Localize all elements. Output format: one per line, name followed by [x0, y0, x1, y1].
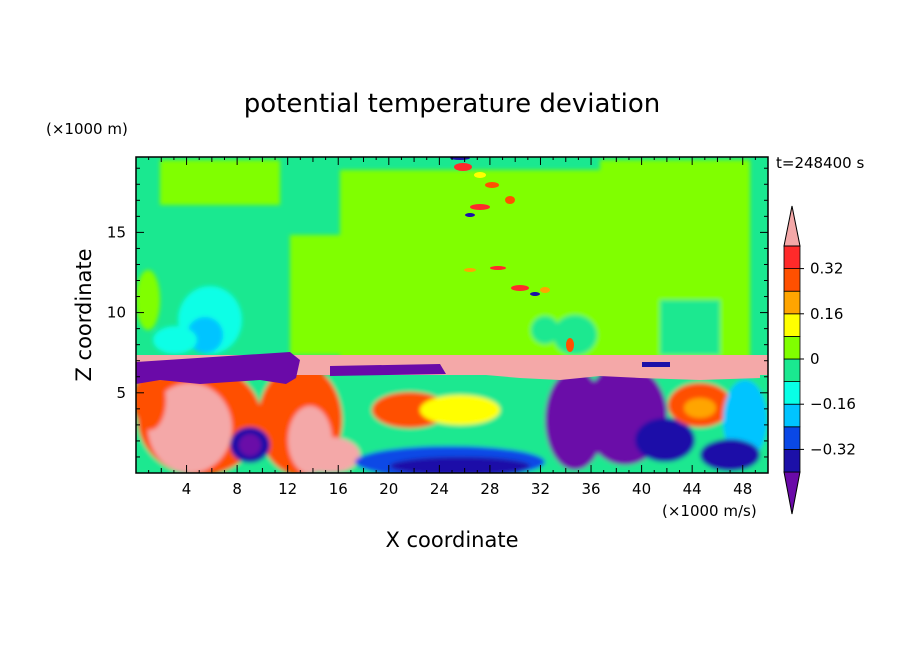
- colorbar-label: 0.32: [810, 260, 843, 278]
- x-tick-label: 4: [182, 480, 192, 498]
- x-axis-label: X coordinate: [385, 528, 518, 552]
- x-tick-label: 8: [232, 480, 242, 498]
- heatmap-field: [136, 157, 768, 473]
- colorbar-swatch: [783, 335, 801, 360]
- colorbar-swatch: [783, 426, 801, 450]
- y-tick-label: 10: [107, 304, 126, 322]
- x-unit-label: (×1000 m/s): [662, 502, 757, 520]
- time-label: t=248400 s: [776, 154, 864, 172]
- colorbar-label: 0.16: [810, 305, 843, 323]
- colorbar-swatch: [783, 290, 801, 315]
- colorbar-swatch: [783, 403, 801, 428]
- colorbar-max-triangle: [783, 205, 801, 247]
- x-tick-label: 16: [329, 480, 348, 498]
- colorbar-swatch: [783, 268, 801, 292]
- colorbar-label: 0: [810, 350, 820, 368]
- colorbar-swatch: [783, 245, 801, 270]
- colorbar-min-triangle: [783, 471, 801, 515]
- x-tick-label: 44: [683, 480, 702, 498]
- x-tick-label: 12: [278, 480, 297, 498]
- chart-title: potential temperature deviation: [244, 89, 660, 119]
- x-tick-label: 32: [531, 480, 550, 498]
- x-tick-label: 36: [581, 480, 600, 498]
- x-tick-label: 28: [480, 480, 499, 498]
- colorbar-swatch: [783, 313, 801, 337]
- colorbar: 0.32 0.16 0 −0.16 −0.32: [783, 205, 856, 515]
- x-tick-label: 24: [430, 480, 449, 498]
- y-axis-label: Z coordinate: [72, 248, 96, 381]
- y-tick-label: 15: [107, 223, 126, 241]
- x-tick-label: 40: [632, 480, 651, 498]
- colorbar-swatch: [783, 448, 801, 473]
- colorbar-label: −0.16: [810, 395, 856, 413]
- x-axis: 4 8 12 16 20 24 28 32 36 40 44 48: [148, 157, 756, 498]
- y-axis: 5 10 15: [107, 167, 768, 458]
- colorbar-swatch: [783, 358, 801, 383]
- x-tick-label: 48: [733, 480, 752, 498]
- y-tick-label: 5: [116, 384, 126, 402]
- y-unit-label: (×1000 m): [46, 120, 128, 138]
- colorbar-swatch: [783, 381, 801, 405]
- x-tick-label: 20: [379, 480, 398, 498]
- colorbar-label: −0.32: [810, 440, 856, 458]
